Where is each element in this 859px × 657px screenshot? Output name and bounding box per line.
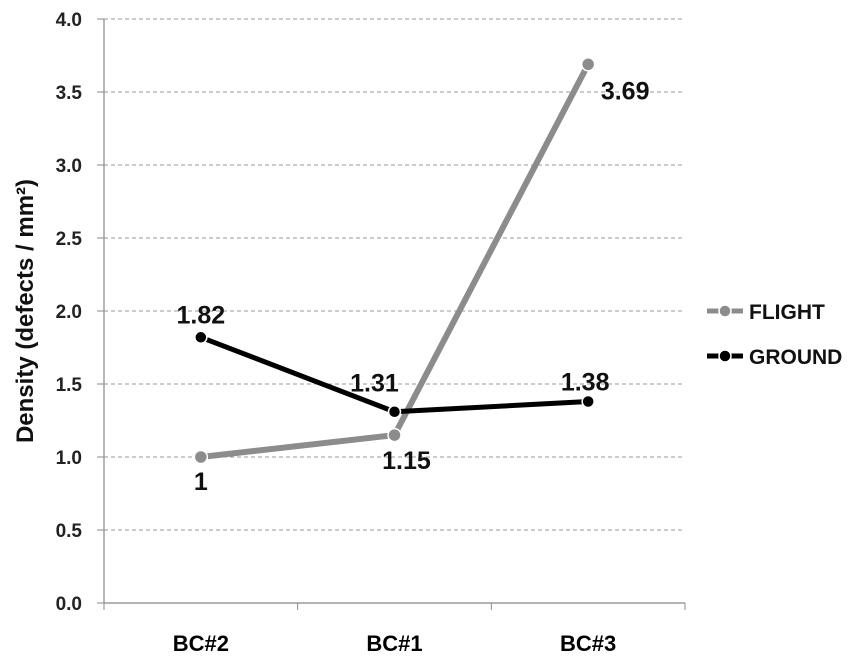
data-point-ground xyxy=(387,404,402,419)
x-category-label: BC#3 xyxy=(560,631,616,656)
x-category-label: BC#2 xyxy=(173,631,229,656)
data-point-ground xyxy=(194,330,208,345)
y-tick-label: 4.0 xyxy=(56,10,82,31)
data-point-flight xyxy=(193,449,209,465)
data-label-ground: 1.82 xyxy=(176,301,225,329)
legend: FLIGHT GROUND xyxy=(707,301,842,369)
legend-label-ground: GROUND xyxy=(749,346,842,369)
series-lines xyxy=(193,57,596,465)
legend-marker-ground xyxy=(718,349,732,363)
gridlines xyxy=(104,18,685,531)
x-category-label: BC#1 xyxy=(366,631,422,656)
series-line-flight xyxy=(197,61,592,460)
data-point-ground xyxy=(581,394,595,409)
y-tick-label: 3.0 xyxy=(56,156,82,177)
data-label-flight: 1.15 xyxy=(382,447,431,475)
legend-label-flight: FLIGHT xyxy=(749,301,825,324)
data-point-flight xyxy=(387,427,402,443)
y-tick-label: 0.0 xyxy=(56,594,82,615)
data-point-flight xyxy=(580,57,596,72)
data-label-ground: 1.31 xyxy=(350,370,399,398)
data-label-flight: 1 xyxy=(194,468,208,496)
data-label-flight: 3.69 xyxy=(601,77,650,105)
y-tick-label: 1.5 xyxy=(56,375,83,396)
y-tick-label: 2.0 xyxy=(56,302,82,323)
y-tick-label: 2.5 xyxy=(56,229,83,250)
data-labels: 1 1.15 3.69 1.82 1.31 1.38 xyxy=(176,77,649,496)
data-label-ground: 1.38 xyxy=(561,369,610,397)
y-tick-label: 1.0 xyxy=(56,448,82,469)
legend-marker-flight xyxy=(718,304,732,318)
y-tick-label: 0.5 xyxy=(56,521,83,542)
y-axis-title: Density (defects / mm²) xyxy=(12,179,39,443)
axes: 0.0 0.5 1.0 1.5 2.0 2.5 3.0 3.5 4.0 BC#2 BC#1 BC#3 xyxy=(56,10,686,656)
y-tick-label: 3.5 xyxy=(56,83,83,104)
